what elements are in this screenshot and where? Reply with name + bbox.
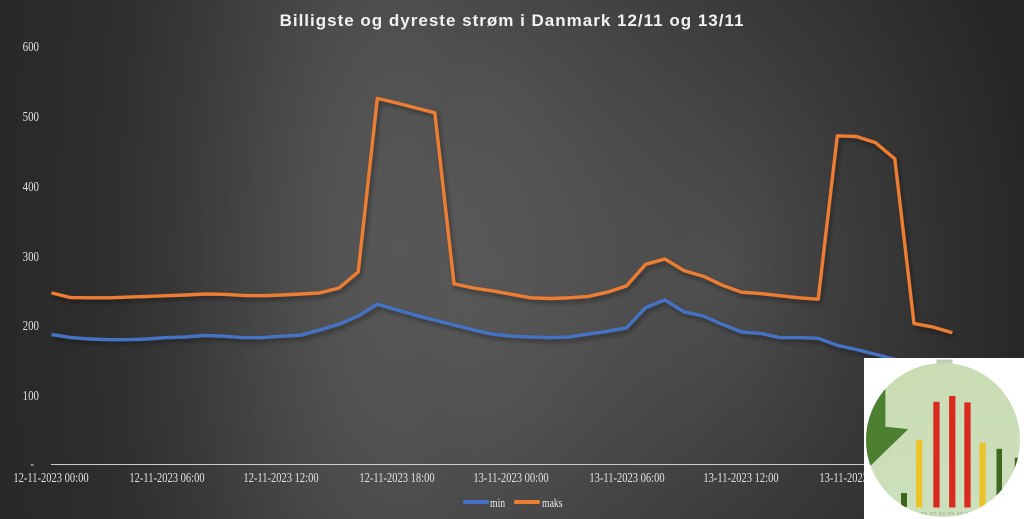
- svg-text:00 07 08 09 00 00: 00 07 08 09 00 00: [921, 511, 973, 516]
